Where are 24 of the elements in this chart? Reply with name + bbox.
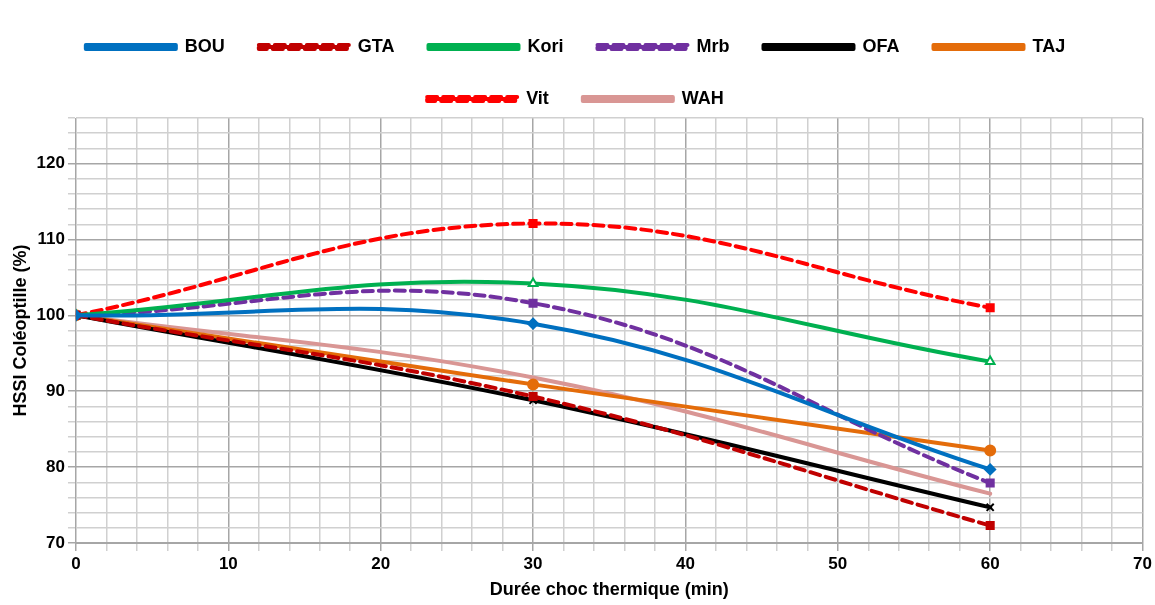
- x-tick-label: 20: [371, 553, 391, 573]
- legend-label: TAJ: [1032, 35, 1066, 56]
- legend-label: GTA: [357, 35, 395, 56]
- y-tick-label: 80: [46, 456, 65, 476]
- legend-label: Kori: [527, 35, 564, 56]
- legend-label: Mrb: [696, 35, 730, 56]
- x-tick-label: 50: [828, 553, 848, 573]
- y-axis-title: HSSI Coléoptille (%): [9, 244, 30, 417]
- x-tick-label: 40: [675, 553, 695, 573]
- y-tick-label: 110: [37, 229, 65, 249]
- legend-label: OFA: [862, 35, 900, 56]
- x-axis-title: Durée choc thermique (min): [489, 579, 729, 600]
- x-tick-label: 70: [1133, 553, 1153, 573]
- legend-label: Vit: [526, 87, 549, 108]
- x-tick-label: 30: [523, 553, 543, 573]
- legend-label: WAH: [681, 87, 724, 108]
- y-tick-label: 90: [46, 380, 65, 400]
- y-tick-label: 70: [46, 532, 65, 552]
- x-tick-label: 60: [980, 553, 1000, 573]
- x-tick-label: 10: [218, 553, 238, 573]
- legend-label: BOU: [184, 35, 225, 56]
- y-tick-label: 100: [36, 305, 65, 325]
- y-tick-label: 120: [36, 153, 65, 173]
- x-tick-label: 0: [71, 553, 81, 573]
